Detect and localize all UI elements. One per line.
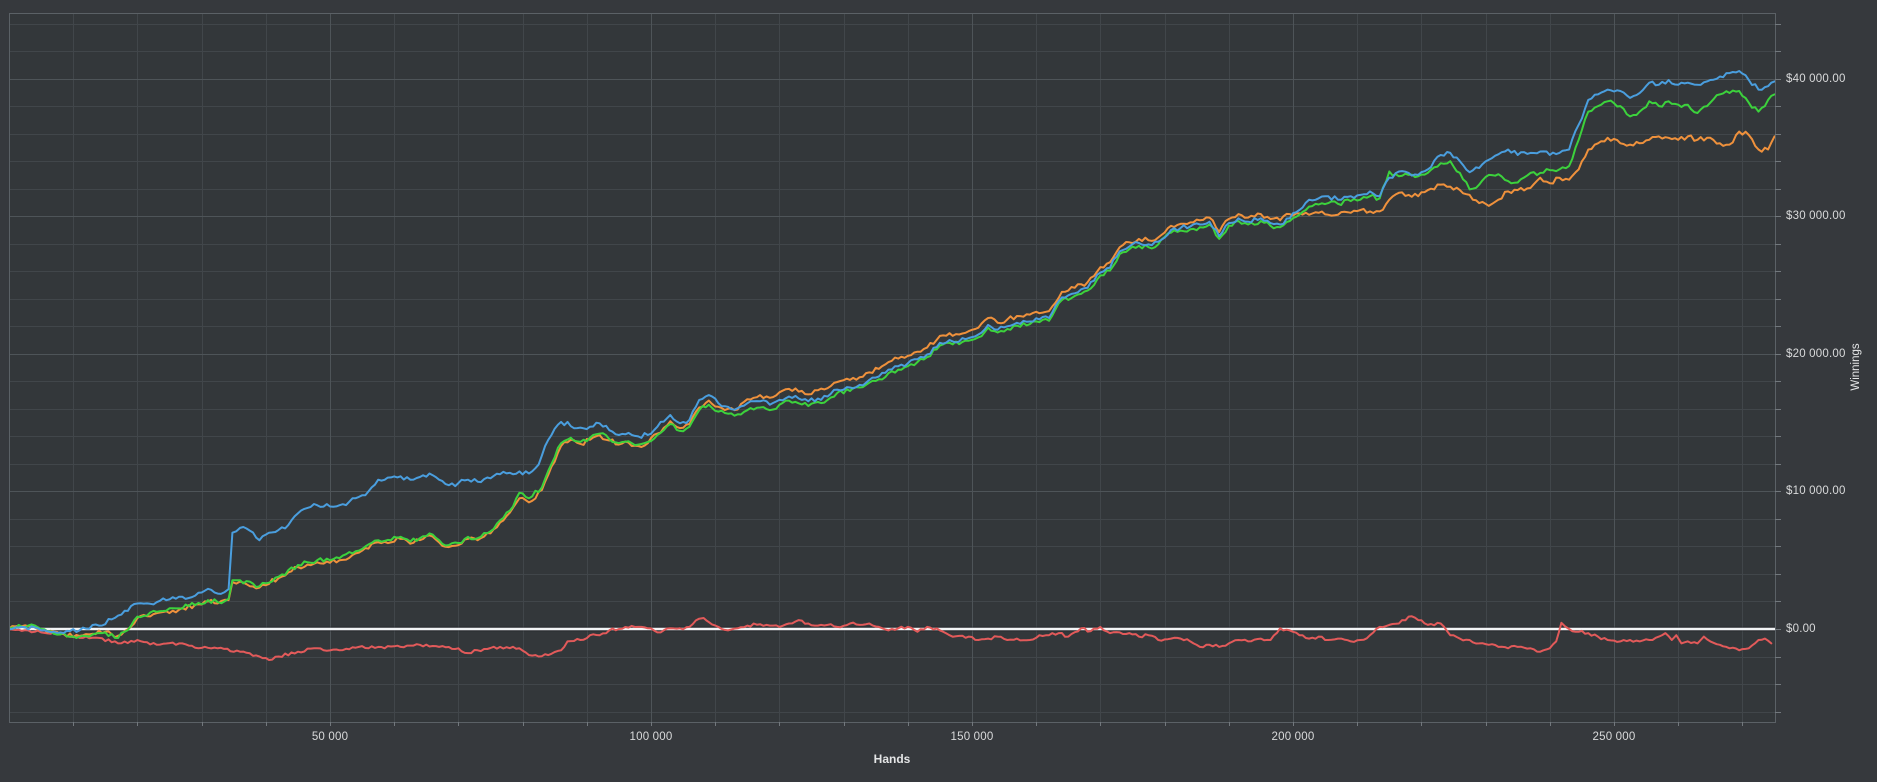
series-lines xyxy=(9,70,1775,661)
series-blue-line xyxy=(9,70,1775,634)
grid-major-lines xyxy=(9,13,1775,722)
plot-border xyxy=(9,13,1776,723)
y-tick-label: $20 000.00 xyxy=(1786,347,1846,360)
x-tick-label: 150 000 xyxy=(950,731,994,743)
x-tick-label: 200 000 xyxy=(1271,731,1315,743)
plot-background xyxy=(9,13,1775,722)
series-orange-line xyxy=(9,130,1775,639)
y-axis-title: Winnings xyxy=(1850,343,1862,391)
series-green-line xyxy=(9,89,1775,639)
y-tick-label: $40 000.00 xyxy=(1786,72,1846,85)
series-red-line xyxy=(9,615,1773,661)
axis-tick-marks xyxy=(73,24,1781,726)
x-tick-label: 100 000 xyxy=(629,731,673,743)
grid-minor-lines xyxy=(9,13,1775,722)
x-axis-title: Hands xyxy=(873,752,911,766)
x-tick-label: 50 000 xyxy=(311,731,349,743)
y-tick-label: $0.00 xyxy=(1786,623,1816,635)
y-tick-label: $10 000.00 xyxy=(1786,485,1846,498)
x-tick-label: 250 000 xyxy=(1592,731,1636,743)
y-tick-label: $30 000.00 xyxy=(1786,210,1846,223)
